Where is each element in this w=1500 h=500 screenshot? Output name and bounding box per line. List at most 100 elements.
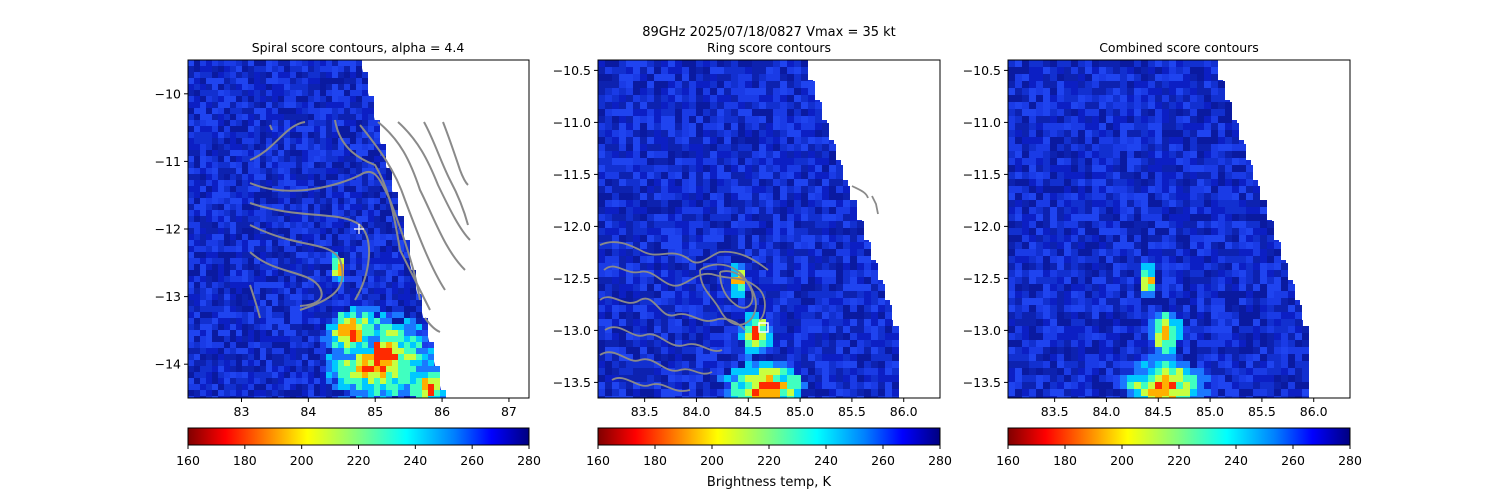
heat-cell [332,198,338,204]
heat-cell [194,168,200,174]
heat-cell [278,90,284,96]
heat-cell [278,210,284,216]
heat-cell [386,312,392,318]
heat-cell [320,72,326,78]
heat-cell [326,228,332,234]
heat-cell [724,74,731,81]
heat-cell [386,378,392,384]
heat-cell [1071,235,1078,242]
heat-cell [380,210,386,216]
heat-cell [380,342,386,348]
heat-cell [374,264,380,270]
heat-cell [780,312,787,319]
heat-cell [794,151,801,158]
heat-cell [374,330,380,336]
heat-cell [296,162,302,168]
heat-cell [254,282,260,288]
heat-cell [200,306,206,312]
heat-cell [1036,172,1043,179]
heat-cell [1092,102,1099,109]
heat-cell [619,95,626,102]
heat-cell [815,396,822,398]
heat-cell [344,258,350,264]
heat-cell [1148,130,1155,137]
heat-cell [598,326,605,333]
heat-cell [1218,165,1225,172]
heat-cell [248,72,254,78]
heat-cell [668,382,675,389]
heat-cell [1197,200,1204,207]
heat-cell [1253,207,1260,214]
heat-cell [224,186,230,192]
heat-cell [308,234,314,240]
heat-cell [188,216,194,222]
heat-cell [206,324,212,330]
heat-cell [1239,214,1246,221]
heat-cell [380,204,386,210]
heat-cell [1057,158,1064,165]
heat-cell [682,291,689,298]
heat-cell [188,210,194,216]
heat-cell [605,81,612,88]
heat-cell [626,277,633,284]
heat-cell [224,294,230,300]
heat-cell [428,342,434,348]
heat-cell [773,326,780,333]
heat-cell [212,240,218,246]
heat-cell [260,276,266,282]
heat-cell [368,198,374,204]
heat-cell [808,284,815,291]
heat-cell [1134,228,1141,235]
heat-cell [206,156,212,162]
heat-cell [206,150,212,156]
heat-cell [794,130,801,137]
heat-cell [386,180,392,186]
heat-cell [612,235,619,242]
heat-cell [320,138,326,144]
heat-cell [808,389,815,396]
heat-cell [661,249,668,256]
heat-cell [242,384,248,390]
heat-cell [668,102,675,109]
heat-cell [326,234,332,240]
heat-cell [682,319,689,326]
heat-cell [1120,95,1127,102]
heat-cell [284,276,290,282]
heat-cell [302,222,308,228]
heat-cell [1169,123,1176,130]
heat-cell [206,96,212,102]
heat-cell [794,389,801,396]
heat-cell [254,192,260,198]
heat-cell [808,179,815,186]
heat-cell [1043,116,1050,123]
heat-cell [254,72,260,78]
heat-cell [1197,151,1204,158]
heat-cell [1162,207,1169,214]
heat-cell [640,67,647,74]
heat-cell [278,72,284,78]
heat-cell [731,354,738,361]
heat-cell [320,294,326,300]
heat-cell [1085,151,1092,158]
heat-cell [392,300,398,306]
heat-cell [1148,242,1155,249]
heat-cell [612,130,619,137]
heat-cell [745,144,752,151]
heat-cell [296,138,302,144]
heat-cell [1183,60,1190,67]
heat-cell [836,340,843,347]
heat-cell [218,240,224,246]
heat-cell [864,312,871,319]
heat-cell [647,361,654,368]
heat-cell [218,204,224,210]
heat-cell [332,90,338,96]
heat-cell [224,180,230,186]
heat-cell [724,326,731,333]
heat-cell [1176,123,1183,130]
heat-cell [647,137,654,144]
heat-cell [236,216,242,222]
heat-cell [272,156,278,162]
heat-cell [1036,179,1043,186]
heat-cell [338,360,344,366]
heat-cell [647,109,654,116]
